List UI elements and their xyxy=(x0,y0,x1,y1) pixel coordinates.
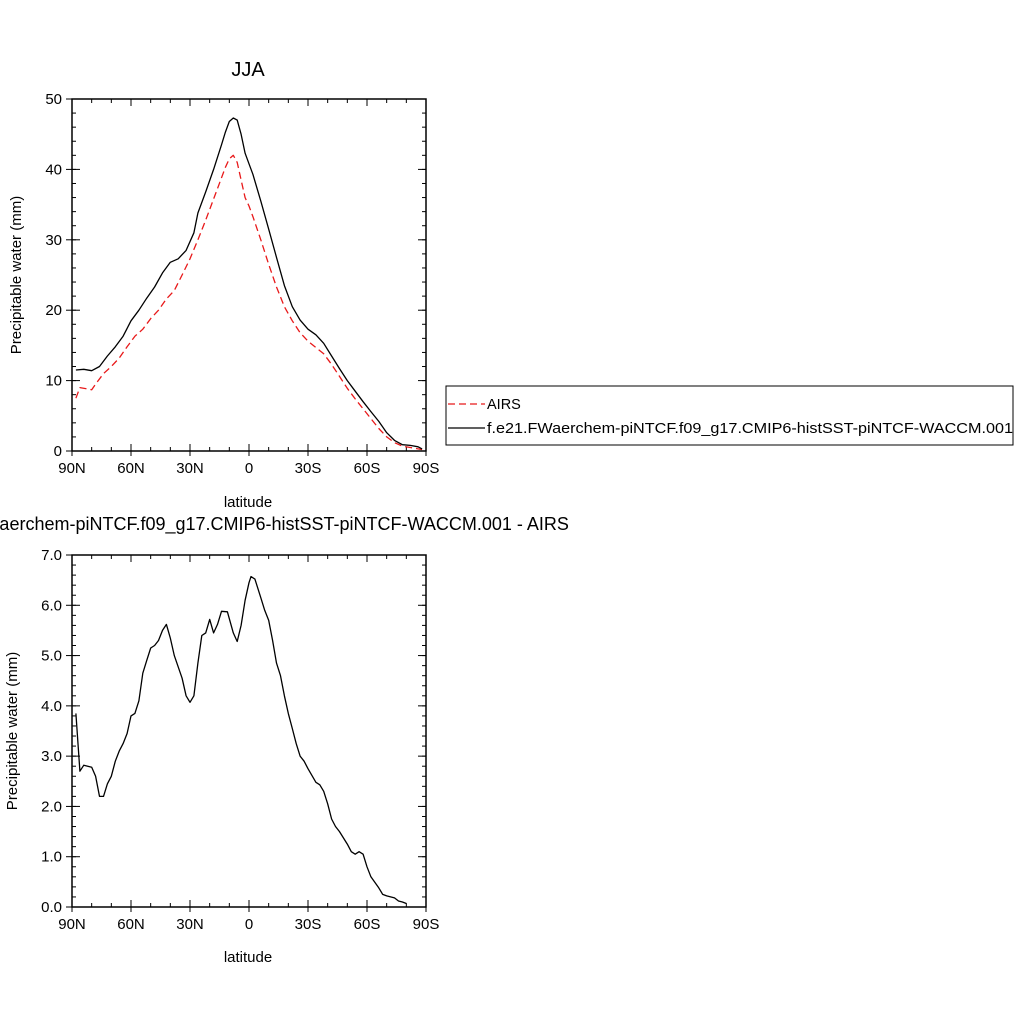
y-axis-ticks: 0.0 1.0 2.0 3.0 4.0 5.0 6.0 7.0 xyxy=(41,547,426,916)
x-tick-label: 0 xyxy=(245,916,253,933)
y-tick-label: 7.0 xyxy=(41,547,62,564)
x-tick-label: 60N xyxy=(117,916,145,933)
y-tick-label: 20 xyxy=(45,302,62,319)
chart-title: f.e21.FWaerchem-piNTCF.f09_g17.CMIP6-his… xyxy=(0,514,569,535)
plot-frame xyxy=(71,554,427,908)
chart-title: JJA xyxy=(231,59,265,81)
x-tick-label: 30S xyxy=(295,916,322,933)
y-tick-label: 4.0 xyxy=(41,698,62,715)
x-axis-label: latitude xyxy=(224,494,272,511)
series-line-airs xyxy=(75,154,423,451)
x-axis-label: latitude xyxy=(224,949,272,966)
legend-label-model: f.e21.FWaerchem-piNTCF.f09_g17.CMIP6-his… xyxy=(487,421,1013,437)
x-axis-ticks: 90N 60N 30N 0 30S 60S 90S xyxy=(58,99,439,477)
series-layer xyxy=(75,575,407,905)
x-tick-label: 90N xyxy=(58,460,86,477)
plot-frame xyxy=(71,98,427,452)
y-tick-label: 2.0 xyxy=(41,798,62,815)
x-tick-label: 90S xyxy=(413,916,440,933)
x-tick-label: 60S xyxy=(354,916,381,933)
x-tick-label: 90N xyxy=(58,916,86,933)
y-tick-label: 10 xyxy=(45,373,62,390)
x-axis-ticks: 90N 60N 30N 0 30S 60S 90S xyxy=(58,555,439,933)
x-tick-label: 30S xyxy=(295,460,322,477)
y-tick-label: 0 xyxy=(54,443,62,460)
y-tick-label: 40 xyxy=(45,161,62,178)
legend-box xyxy=(445,385,1014,446)
y-axis-label: Precipitable water (mm) xyxy=(4,652,21,810)
y-axis-ticks: 0 10 20 30 40 50 xyxy=(45,91,426,460)
y-tick-label: 3.0 xyxy=(41,748,62,765)
legend: AIRS f.e21.FWaerchem-piNTCF.f09_g17.CMIP… xyxy=(445,385,1014,446)
x-tick-label: 30N xyxy=(176,460,204,477)
x-tick-label: 90S xyxy=(413,460,440,477)
y-tick-label: 0.0 xyxy=(41,899,62,916)
x-tick-label: 30N xyxy=(176,916,204,933)
series-line-difference xyxy=(75,575,407,905)
y-tick-label: 6.0 xyxy=(41,597,62,614)
y-tick-label: 5.0 xyxy=(41,648,62,665)
legend-label-airs: AIRS xyxy=(487,397,521,413)
series-layer xyxy=(75,117,423,451)
y-tick-label: 50 xyxy=(45,91,62,108)
y-tick-label: 1.0 xyxy=(41,849,62,866)
y-axis-label: Precipitable water (mm) xyxy=(8,196,25,354)
chart-model-minus-airs-difference: f.e21.FWaerchem-piNTCF.f09_g17.CMIP6-his… xyxy=(0,514,569,966)
x-tick-label: 60S xyxy=(354,460,381,477)
series-line-model xyxy=(75,117,423,450)
chart-jja-precipitable-water: JJA Precipitable water (mm) latitude 90N… xyxy=(8,59,1014,511)
y-tick-label: 30 xyxy=(45,232,62,249)
x-tick-label: 60N xyxy=(117,460,145,477)
x-tick-label: 0 xyxy=(245,460,253,477)
